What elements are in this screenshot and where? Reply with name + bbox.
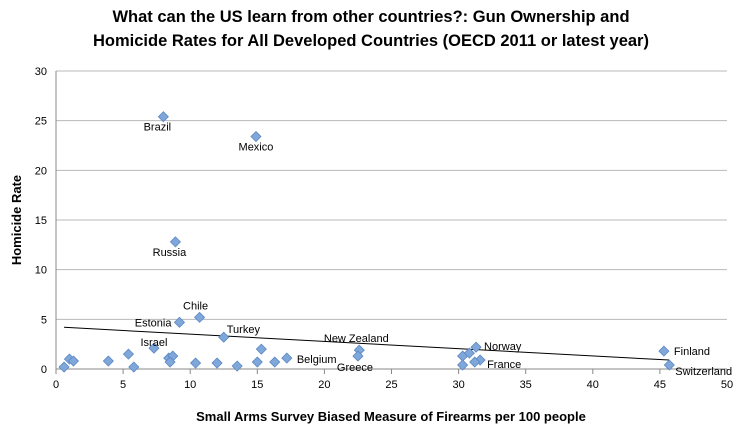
data-point: [102, 355, 114, 367]
y-tick-label: 20: [35, 165, 47, 177]
point-label: New Zealand: [324, 333, 389, 345]
point-label: Estonia: [135, 317, 173, 329]
x-tick-label: 0: [53, 379, 59, 391]
x-tick-label: 50: [721, 379, 733, 391]
data-point: [281, 352, 293, 364]
data-point: [173, 316, 186, 328]
data-point: [190, 357, 202, 369]
point-label: Greece: [337, 362, 373, 374]
data-point: [352, 350, 364, 362]
x-tick-label: 5: [120, 379, 126, 391]
y-tick-label: 10: [35, 265, 47, 277]
x-tick-label: 10: [184, 379, 196, 391]
x-tick-label: 35: [520, 379, 532, 391]
data-point: [211, 357, 223, 369]
data-point: [231, 360, 243, 372]
y-tick-label: 25: [35, 116, 47, 128]
x-tick-label: 30: [452, 379, 464, 391]
point-label: Norway: [484, 341, 522, 353]
x-tick-label: 15: [251, 379, 263, 391]
point-label: Chile: [183, 300, 208, 312]
data-point: [269, 356, 281, 368]
x-axis-label: Small Arms Survey Biased Measure of Fire…: [196, 409, 586, 424]
data-point: [67, 355, 80, 367]
x-tick-label: 20: [318, 379, 330, 391]
data-point: [128, 361, 140, 373]
data-point: [164, 356, 176, 368]
data-point: [58, 361, 70, 373]
x-tick-label: 40: [587, 379, 599, 391]
point-label: Finland: [674, 346, 710, 358]
data-point: [148, 342, 160, 354]
data-point: [463, 347, 475, 359]
x-tick-label: 25: [385, 379, 397, 391]
y-tick-label: 30: [35, 66, 47, 78]
point-label: Russia: [153, 247, 188, 259]
x-tick-label: 45: [654, 379, 666, 391]
data-point: [194, 311, 206, 323]
y-tick-label: 0: [41, 364, 47, 376]
data-point: [457, 359, 469, 371]
data-point: [251, 356, 263, 368]
data-point: [218, 331, 230, 343]
point-label: Israel: [141, 337, 168, 349]
point-label: Turkey: [227, 324, 261, 336]
data-point: [250, 130, 262, 143]
data-point: [469, 356, 481, 368]
chart-title-line-2: Homicide Rates for All Developed Countri…: [93, 32, 649, 50]
data-point: [157, 111, 169, 123]
trendline: [64, 326, 670, 361]
chart-title-line-1: What can the US learn from other countri…: [112, 8, 629, 26]
data-point: [470, 341, 482, 353]
data-point: [169, 236, 182, 248]
point-label: Belgium: [297, 354, 337, 366]
y-axis-label: Homicide Rate: [9, 175, 24, 265]
y-tick-label: 5: [41, 314, 47, 326]
point-label: Mexico: [239, 142, 274, 154]
data-point: [122, 348, 135, 360]
data-point: [255, 343, 267, 355]
point-label: Brazil: [144, 122, 172, 134]
point-label: France: [487, 359, 521, 371]
point-label: Switzerland: [675, 366, 732, 378]
data-point: [658, 345, 670, 357]
y-tick-label: 15: [35, 215, 47, 227]
data-point: [663, 359, 675, 371]
